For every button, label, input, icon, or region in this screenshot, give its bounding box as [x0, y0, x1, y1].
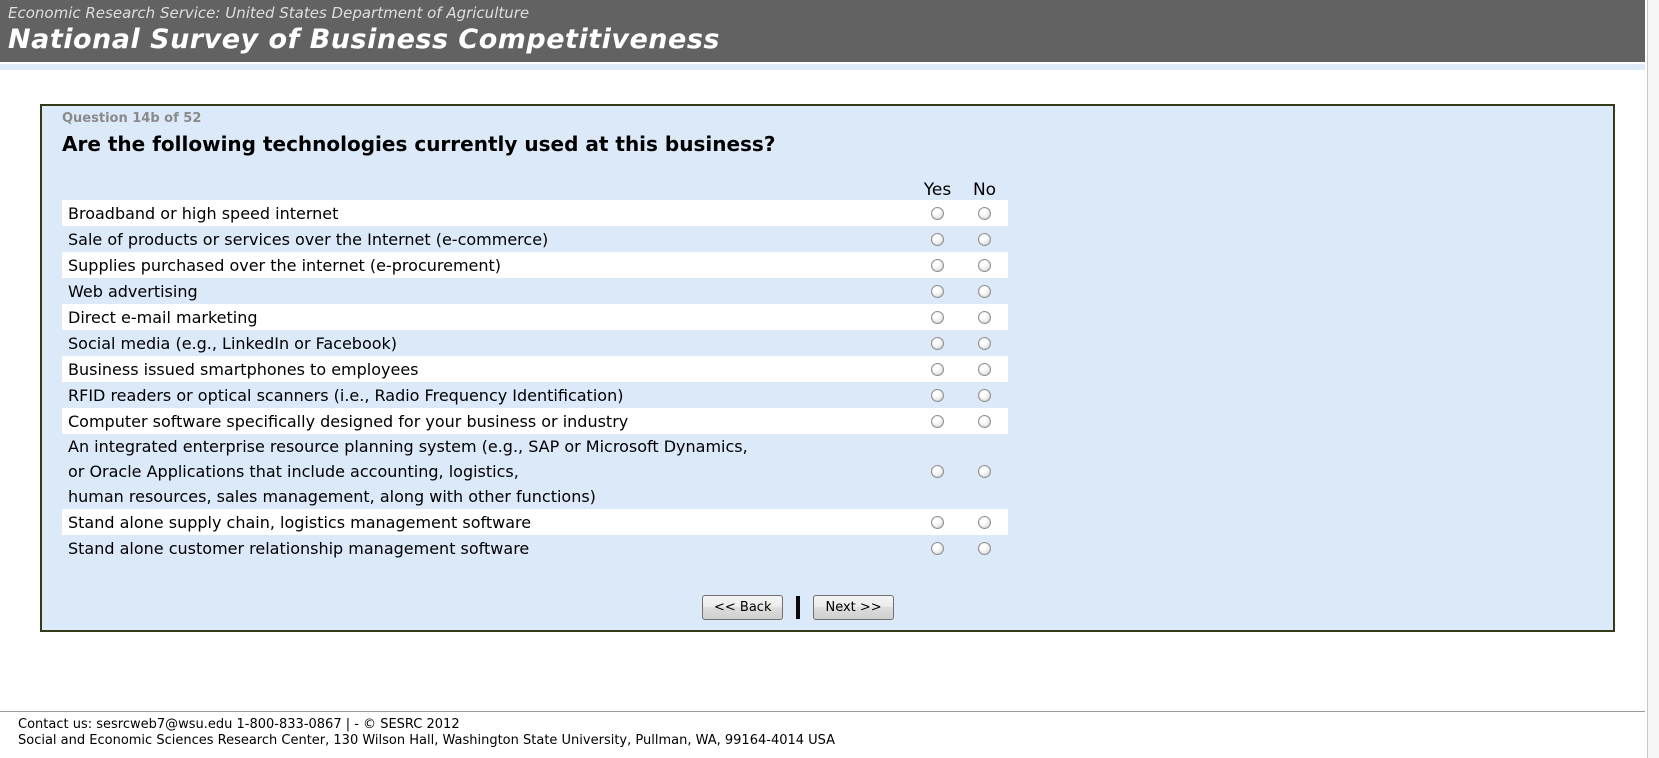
- technology-label: RFID readers or optical scanners (i.e., …: [68, 385, 624, 405]
- technology-label: Web advertising: [68, 281, 198, 301]
- banner-accent-strip: [0, 64, 1645, 70]
- yes-radio-button[interactable]: [931, 284, 944, 298]
- technology-label: Computer software specifically designed …: [68, 411, 629, 431]
- button-separator: [796, 596, 801, 619]
- technology-label: Sale of products or services over the In…: [68, 229, 549, 249]
- no-radio-button[interactable]: [978, 336, 991, 350]
- table-row: RFID readers or optical scanners (i.e., …: [62, 382, 1008, 408]
- page-footer: Contact us: sesrcweb7@wsu.edu 1-800-833-…: [0, 711, 1645, 748]
- table-row: An integrated enterprise resource planni…: [62, 434, 1008, 509]
- no-radio-button[interactable]: [978, 258, 991, 272]
- technology-grid: Yes No Broadband or high speed internet …: [62, 178, 1008, 561]
- technology-label: Direct e-mail marketing: [68, 307, 258, 327]
- footer-contact-line: Contact us: sesrcweb7@wsu.edu 1-800-833-…: [18, 717, 460, 732]
- table-row: Supplies purchased over the internet (e-…: [62, 252, 1008, 278]
- technology-rows: Broadband or high speed internet Sale of…: [62, 200, 1008, 561]
- table-row: Stand alone customer relationship manage…: [62, 535, 1008, 561]
- yes-radio-button[interactable]: [931, 362, 944, 376]
- table-row: Direct e-mail marketing: [62, 304, 1008, 330]
- table-row: Broadband or high speed internet: [62, 200, 1008, 226]
- technology-label: Broadband or high speed internet: [68, 203, 339, 223]
- yes-radio-button[interactable]: [931, 541, 944, 555]
- yes-radio-button[interactable]: [931, 515, 944, 529]
- yes-radio-button[interactable]: [931, 258, 944, 272]
- no-radio-button[interactable]: [978, 232, 991, 246]
- technology-label: Stand alone customer relationship manage…: [68, 538, 530, 558]
- scrollbar-track[interactable]: [1647, 0, 1659, 758]
- column-header-row: Yes No: [62, 178, 1008, 200]
- yes-radio-button[interactable]: [931, 206, 944, 220]
- no-radio-button[interactable]: [978, 414, 991, 428]
- back-button[interactable]: << Back: [702, 595, 784, 620]
- yes-radio-button[interactable]: [931, 310, 944, 324]
- yes-radio-button[interactable]: [931, 232, 944, 246]
- question-panel: Question 14b of 52 Are the following tec…: [40, 104, 1615, 632]
- no-radio-button[interactable]: [978, 465, 991, 478]
- table-row: Business issued smartphones to employees: [62, 356, 1008, 382]
- next-button[interactable]: Next >>: [813, 595, 894, 620]
- yes-radio-button[interactable]: [931, 414, 944, 428]
- no-radio-button[interactable]: [978, 388, 991, 402]
- navigation-buttons: << Back Next >>: [702, 595, 1613, 620]
- no-radio-button[interactable]: [978, 284, 991, 298]
- no-radio-button[interactable]: [978, 362, 991, 376]
- table-row: Social media (e.g., LinkedIn or Facebook…: [62, 330, 1008, 356]
- table-row: Web advertising: [62, 278, 1008, 304]
- question-title: Are the following technologies currently…: [62, 132, 776, 156]
- no-radio-button[interactable]: [978, 541, 991, 555]
- yes-column-header: Yes: [923, 180, 952, 200]
- no-radio-button[interactable]: [978, 310, 991, 324]
- page-header: Economic Research Service: United States…: [0, 0, 1645, 62]
- technology-label: An integrated enterprise resource planni…: [68, 437, 748, 506]
- yes-radio-button[interactable]: [931, 336, 944, 350]
- agency-line: Economic Research Service: United States…: [8, 4, 530, 22]
- technology-label: Social media (e.g., LinkedIn or Facebook…: [68, 333, 398, 353]
- yes-radio-button[interactable]: [931, 388, 944, 402]
- yes-radio-button[interactable]: [931, 465, 944, 478]
- question-progress: Question 14b of 52: [62, 111, 202, 126]
- table-row: Sale of products or services over the In…: [62, 226, 1008, 252]
- table-row: Computer software specifically designed …: [62, 408, 1008, 434]
- table-row: Stand alone supply chain, logistics mana…: [62, 509, 1008, 535]
- no-column-header: No: [972, 180, 997, 200]
- no-radio-button[interactable]: [978, 515, 991, 529]
- no-radio-button[interactable]: [978, 206, 991, 220]
- footer-address-line: Social and Economic Sciences Research Ce…: [18, 732, 836, 748]
- technology-label: Business issued smartphones to employees: [68, 359, 419, 379]
- technology-label: Supplies purchased over the internet (e-…: [68, 255, 502, 275]
- survey-title: National Survey of Business Competitiven…: [8, 24, 720, 55]
- technology-label: Stand alone supply chain, logistics mana…: [68, 512, 532, 532]
